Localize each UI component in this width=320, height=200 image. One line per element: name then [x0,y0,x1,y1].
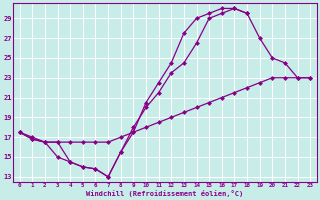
X-axis label: Windchill (Refroidissement éolien,°C): Windchill (Refroidissement éolien,°C) [86,190,244,197]
